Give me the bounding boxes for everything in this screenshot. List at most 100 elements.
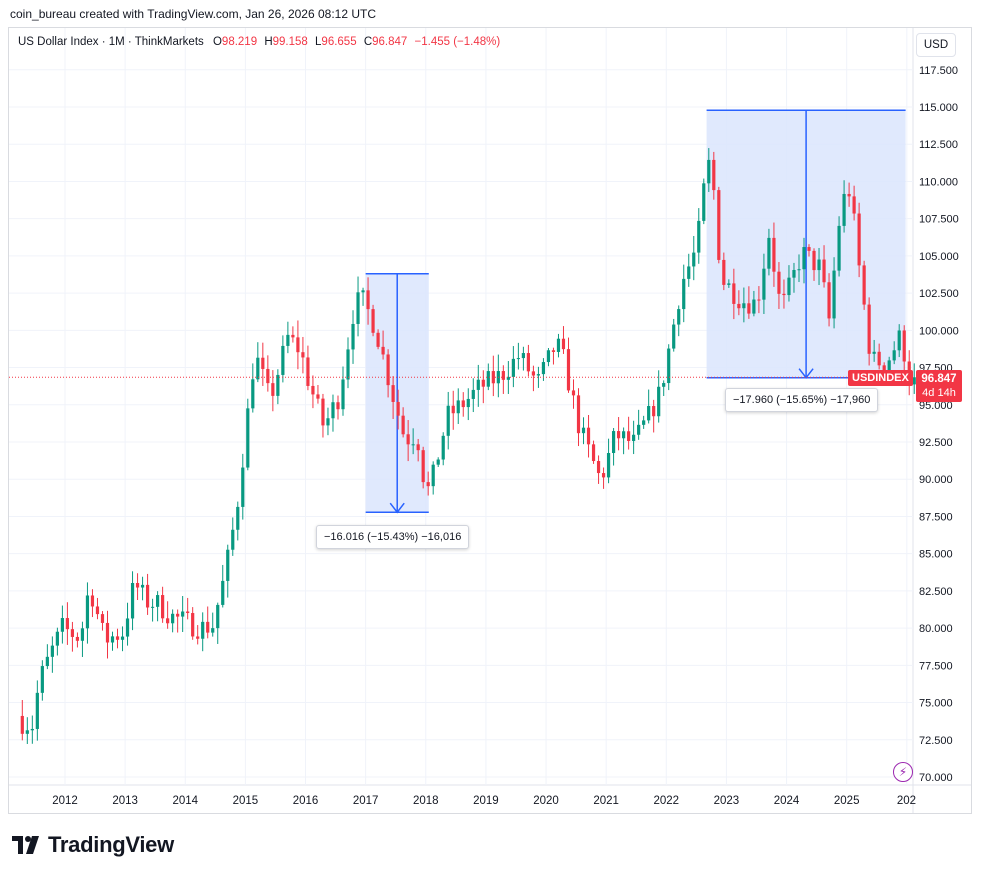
x-tick-label: 2022 — [654, 795, 680, 807]
candle-body — [622, 431, 626, 439]
candle-body — [581, 427, 586, 434]
candle-body — [812, 250, 816, 271]
currency-button[interactable]: USD — [916, 33, 956, 57]
candle-body — [571, 390, 576, 396]
legend-low: 96.655 — [321, 36, 357, 48]
measure-label-2017[interactable]: −16.016 (−15.43%) −16,016 — [316, 525, 470, 549]
x-tick-label: 2021 — [593, 795, 619, 807]
candle-body — [301, 352, 305, 358]
candle-body — [236, 506, 240, 530]
candle-body — [862, 265, 866, 305]
lightning-icon[interactable]: ⚡ — [893, 762, 913, 782]
candle-body — [637, 424, 641, 435]
candle-body — [241, 467, 245, 507]
candle-body — [25, 730, 29, 734]
candle-body — [561, 338, 566, 350]
legend-open: 98.219 — [221, 36, 258, 48]
candle-body — [266, 368, 270, 384]
candle-body — [246, 408, 250, 468]
candle-body — [361, 290, 365, 293]
candle-body — [156, 595, 160, 607]
candle-body — [672, 324, 676, 349]
candle-body — [176, 613, 180, 617]
y-tick-label: 107.500 — [919, 214, 959, 226]
candle-body — [471, 389, 475, 399]
candle-body — [657, 386, 661, 417]
candle-body — [100, 614, 105, 623]
candle-body — [181, 611, 185, 617]
candle-body — [566, 349, 571, 391]
candle-body — [346, 349, 350, 380]
candle-body — [271, 383, 275, 396]
y-tick-label: 75.000 — [919, 698, 953, 710]
candle-body — [451, 405, 455, 414]
candle-body — [80, 628, 85, 641]
candle-body — [536, 374, 541, 376]
candle-body — [60, 618, 64, 632]
candle-body — [426, 482, 430, 487]
legend-close-label: C — [363, 36, 373, 48]
candle-body — [296, 337, 300, 353]
candle-body — [772, 237, 776, 272]
candle-body — [742, 303, 746, 309]
candle-body — [857, 213, 861, 266]
candle-body — [667, 348, 671, 384]
candle-body — [276, 374, 280, 396]
candle-body — [441, 435, 445, 460]
candle-body — [892, 350, 896, 361]
x-axis-labels: 2012 2013 2014 2015 2016 2017 2018 2019 2020 2021… — [52, 795, 916, 807]
candle-body — [486, 371, 490, 387]
y-axis-labels: 117.500 115.000 112.500 110.000 107.500 105.0… — [919, 65, 959, 784]
candle-body — [386, 354, 390, 386]
candle-body — [491, 371, 495, 384]
candle-body — [231, 529, 235, 550]
candle-body — [687, 266, 691, 279]
measure-label-2022[interactable]: −17.960 (−15.65%) −17,960 — [725, 388, 879, 412]
candle-body — [867, 304, 871, 354]
x-tick-label: 2023 — [714, 795, 740, 807]
candle-body — [501, 371, 505, 380]
chart-attribution: coin_bureau created with TradingView.com… — [10, 7, 376, 21]
candle-body — [817, 259, 821, 271]
x-tick-label: 2017 — [353, 795, 379, 807]
candle-body — [286, 334, 290, 346]
candle-body — [316, 394, 320, 399]
candle-body — [95, 606, 100, 615]
x-tick-label: 2014 — [172, 795, 198, 807]
candle-body — [847, 193, 851, 197]
candle-body — [526, 353, 531, 372]
candle-body — [145, 584, 150, 608]
candle-body — [822, 259, 826, 283]
candle-body — [130, 582, 135, 619]
candle-body — [446, 405, 450, 436]
candle-body — [596, 461, 601, 474]
candle-body — [722, 259, 726, 285]
candle-body — [456, 400, 460, 414]
candle-body — [341, 379, 345, 410]
candle-body — [120, 636, 125, 640]
candle-body — [461, 400, 465, 408]
candle-body — [642, 420, 646, 425]
candle-body — [331, 402, 335, 419]
x-tick-label: 2012 — [52, 795, 78, 807]
y-tick-label: 77.500 — [919, 660, 953, 672]
x-tick-label: 2019 — [473, 795, 499, 807]
tradingview-logo[interactable]: TradingView — [12, 832, 174, 858]
legend-symbol[interactable]: US Dollar Index · 1M · ThinkMarkets — [18, 36, 204, 48]
candle-body — [531, 371, 536, 376]
x-tick-label: 2013 — [112, 795, 138, 807]
candle-body — [506, 376, 510, 380]
candle-body — [752, 299, 756, 314]
candle-body — [827, 282, 831, 319]
candle-body — [902, 330, 906, 362]
candle-body — [541, 362, 546, 375]
candle-body — [191, 613, 195, 637]
candle-body — [832, 270, 836, 319]
candle-body — [50, 645, 54, 657]
candle-body — [45, 656, 49, 667]
legend-change: −1.455 (−1.48%) — [414, 36, 501, 48]
candle-body — [306, 357, 310, 386]
candle-body — [697, 220, 701, 253]
candle-body — [842, 193, 846, 226]
